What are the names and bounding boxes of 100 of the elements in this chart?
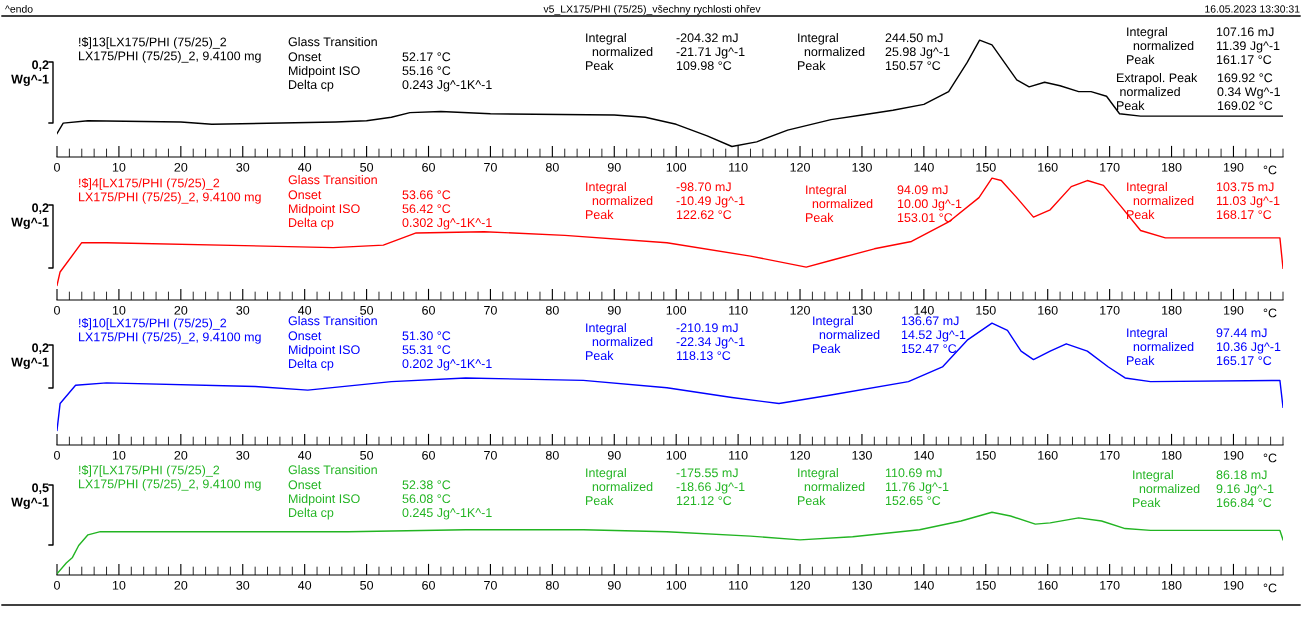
annotation: 244.50 mJ 25.98 Jg^-1 150.57 °C	[885, 33, 950, 71]
text: ^endo	[5, 5, 33, 13]
text: !$]7[LX175/PHI (75/25)_2 LX175/PHI (75/25)_2, 9.4100 mg	[79, 465, 261, 491]
x-tick-label: 150	[976, 162, 996, 172]
y-axis-title: 0,2 Wg^-1	[11, 203, 49, 230]
x-tick-label: 180	[1162, 580, 1182, 590]
x-tick-label: 110	[729, 580, 748, 590]
x-tick-label: 100	[666, 305, 687, 315]
x-tick-label: 40	[298, 580, 312, 590]
x-tick-label: 100	[666, 162, 687, 172]
x-tick-label: 80	[545, 162, 559, 172]
annotation: -204.32 mJ -21.71 Jg^-1 109.98 °C	[676, 33, 745, 71]
annotation: Integral normalized Peak	[806, 185, 873, 223]
x-tick-label: 140	[914, 162, 934, 172]
x-tick-label: 110	[729, 305, 748, 315]
x-tick-label: 60	[422, 450, 435, 460]
annotation: 52.38 °C 56.08 °C 0.245 Jg^-1K^-1	[402, 480, 492, 520]
x-tick-label: 10	[112, 580, 126, 590]
x-tick-label: 50	[360, 580, 374, 590]
annotation: 103.75 mJ 11.03 Jg^-1 168.17 °C	[1216, 182, 1280, 220]
x-tick-label: 40	[298, 162, 312, 172]
annotation: -210.19 mJ -22.34 Jg^-1 118.13 °C	[676, 323, 745, 361]
x-tick-label: 140	[914, 580, 934, 590]
annotation: !$]4[LX175/PHI (75/25)_2 LX175/PHI (75/25)_2, 9.4100 mg	[79, 178, 261, 204]
x-tick-label: 70	[484, 450, 497, 460]
x-tick-label: 40	[298, 450, 312, 460]
annotation: Integral normalized Peak	[1127, 27, 1194, 65]
x-tick-label: 60	[422, 580, 435, 590]
x-tick-label: 20	[174, 450, 188, 460]
text: Integral normalized Peak	[798, 468, 865, 506]
x-tick-label: 90	[607, 162, 621, 172]
y-axis-title: 0,2 Wg^-1	[11, 343, 49, 370]
x-tick-label: 130	[852, 305, 872, 315]
x-tick-label: 180	[1162, 305, 1182, 315]
x-tick-label: 0	[54, 450, 60, 460]
chart-title: v5_LX175/PHI (75/25)_všechny rychlosti ohřev	[543, 5, 761, 15]
x-tick-label: 80	[545, 580, 559, 590]
x-axis-title: °C	[1263, 453, 1277, 463]
annotation: Integral normalized Peak	[813, 316, 880, 354]
annotation: Integral normalized Peak	[586, 33, 653, 71]
annotation: Onset Midpoint ISO Delta cp	[288, 331, 360, 371]
x-tick-label: 130	[852, 580, 872, 590]
x-tick-label: 170	[1100, 162, 1120, 172]
annotation: Onset Midpoint ISO Delta cp	[288, 480, 360, 520]
y-axis-title: 0,2 Wg^-1	[11, 60, 49, 87]
x-tick-label: 160	[1038, 305, 1058, 315]
x-tick-label: 90	[607, 580, 621, 590]
x-tick-label: 20	[174, 162, 188, 172]
annotation: 107.16 mJ 11.39 Jg^-1 161.17 °C	[1216, 27, 1280, 65]
annotation: Integral normalized Peak	[1127, 328, 1194, 366]
x-tick-label: 140	[914, 450, 934, 460]
text: 86.18 mJ 9.16 Jg^-1 166.84 °C	[1216, 470, 1274, 508]
x-tick-label: 70	[484, 162, 497, 172]
x-tick-label: 30	[236, 305, 250, 315]
x-tick-label: 120	[790, 580, 810, 590]
x-tick-label: 190	[1223, 305, 1244, 315]
x-tick-label: 90	[607, 305, 621, 315]
text: Integral normalized Peak	[586, 468, 653, 506]
x-tick-label: 20	[174, 580, 188, 590]
x-tick-label: 150	[976, 305, 996, 315]
x-tick-label: 160	[1038, 580, 1058, 590]
x-tick-label: 10	[112, 162, 126, 172]
x-axis-title: °C	[1263, 308, 1277, 318]
x-tick-label: 20	[174, 305, 188, 315]
x-tick-label: 0	[54, 162, 60, 172]
annotation: Glass Transition	[288, 37, 377, 47]
x-tick-label: 60	[422, 162, 435, 172]
annotation: !$]13[LX175/PHI (75/25)_2 LX175/PHI (75/25)_2, 9.4100 mg	[79, 37, 261, 63]
x-tick-label: 40	[298, 305, 312, 315]
x-tick-label: 160	[1038, 450, 1058, 460]
x-tick-label: 80	[545, 450, 559, 460]
annotation: Integral normalized Peak	[586, 182, 653, 220]
x-tick-label: 80	[545, 305, 559, 315]
annotation: Extrapol. Peak normalized Peak	[1117, 73, 1198, 111]
x-tick-label: 130	[852, 162, 872, 172]
annotation: Integral normalized Peak	[586, 323, 653, 361]
text: 110.69 mJ 11.76 Jg^-1 152.65 °C	[885, 468, 949, 506]
x-tick-label: 180	[1162, 450, 1182, 460]
x-tick-label: 140	[914, 305, 934, 315]
x-tick-label: 190	[1223, 450, 1244, 460]
annotation: -98.70 mJ -10.49 Jg^-1 122.62 °C	[676, 182, 745, 220]
text: 16.05.2023 13:30:31	[1205, 5, 1300, 13]
annotation: Glass Transition	[288, 316, 377, 326]
x-tick-label: 0	[54, 305, 60, 315]
x-tick-label: 150	[976, 580, 996, 590]
x-tick-label: 70	[484, 305, 497, 315]
x-tick-label: 90	[607, 450, 621, 460]
x-tick-label: 30	[236, 580, 250, 590]
x-tick-label: 190	[1223, 162, 1244, 172]
y-axis-title: 0,5 Wg^-1	[11, 483, 49, 510]
x-tick-label: 130	[852, 450, 872, 460]
x-tick-label: 190	[1223, 580, 1244, 590]
x-tick-label: 70	[484, 580, 497, 590]
x-tick-label: 50	[360, 450, 374, 460]
x-tick-label: 110	[729, 162, 748, 172]
x-tick-label: 170	[1100, 580, 1120, 590]
x-tick-label: 160	[1038, 162, 1058, 172]
text: Glass Transition	[288, 465, 377, 475]
x-tick-label: 150	[976, 450, 996, 460]
annotation: Onset Midpoint ISO Delta cp	[288, 190, 360, 230]
